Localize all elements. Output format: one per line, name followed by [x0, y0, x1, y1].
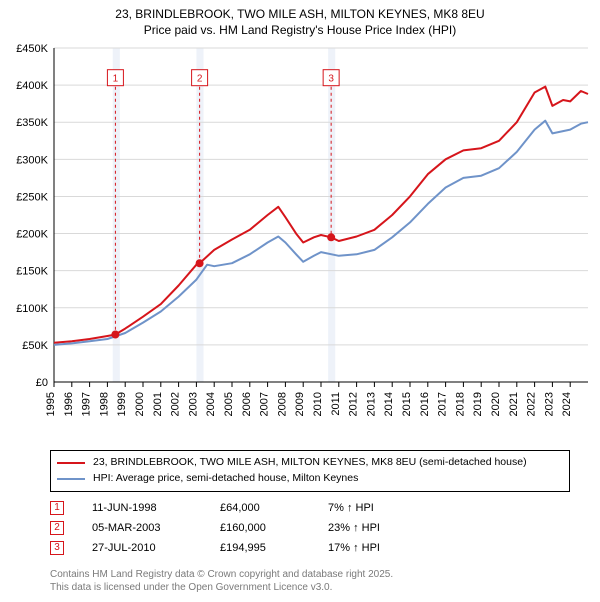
legend-label: 23, BRINDLEBROOK, TWO MILE ASH, MILTON K… [93, 455, 527, 471]
svg-text:£400K: £400K [16, 80, 48, 92]
svg-text:2006: 2006 [241, 392, 253, 416]
svg-text:£250K: £250K [16, 192, 48, 204]
svg-text:2019: 2019 [472, 392, 484, 416]
svg-text:£200K: £200K [16, 229, 48, 241]
sale-marker-icon: 2 [50, 521, 64, 535]
svg-text:2011: 2011 [330, 392, 342, 416]
svg-text:2020: 2020 [490, 392, 502, 416]
svg-text:£350K: £350K [16, 118, 48, 130]
svg-text:£100K: £100K [16, 303, 48, 315]
svg-text:£0: £0 [36, 377, 48, 389]
svg-text:2024: 2024 [561, 392, 573, 416]
sale-date: 27-JUL-2010 [92, 542, 192, 554]
legend-item-price-paid: 23, BRINDLEBROOK, TWO MILE ASH, MILTON K… [57, 455, 563, 471]
legend-swatch [57, 462, 85, 464]
sale-pct: 7% ↑ HPI [328, 502, 428, 514]
legend: 23, BRINDLEBROOK, TWO MILE ASH, MILTON K… [50, 450, 570, 492]
svg-text:2004: 2004 [205, 392, 217, 416]
svg-text:3: 3 [328, 74, 334, 85]
svg-text:2017: 2017 [437, 392, 449, 416]
svg-text:2023: 2023 [543, 392, 555, 416]
svg-text:2013: 2013 [365, 392, 377, 416]
svg-text:2021: 2021 [508, 392, 520, 416]
sale-marker-icon: 1 [50, 501, 64, 515]
svg-text:2014: 2014 [383, 392, 395, 416]
svg-text:2005: 2005 [223, 392, 235, 416]
sales-row: 2 05-MAR-2003 £160,000 23% ↑ HPI [50, 518, 592, 538]
sale-price: £194,995 [220, 542, 300, 554]
svg-text:1995: 1995 [45, 392, 57, 416]
sale-date: 05-MAR-2003 [92, 522, 192, 534]
sale-pct: 17% ↑ HPI [328, 542, 428, 554]
footer-line1: Contains HM Land Registry data © Crown c… [50, 568, 592, 581]
svg-text:2012: 2012 [348, 392, 360, 416]
svg-text:2015: 2015 [401, 392, 413, 416]
svg-text:£300K: £300K [16, 155, 48, 167]
legend-swatch [57, 478, 85, 480]
chart-svg: £0 £50K £100K £150K £200K £250K £300K £350K £400… [8, 42, 592, 442]
footer-line2: This data is licensed under the Open Gov… [50, 581, 592, 594]
svg-text:£450K: £450K [16, 43, 48, 55]
svg-text:2008: 2008 [276, 392, 288, 416]
svg-text:£150K: £150K [16, 266, 48, 278]
svg-text:2001: 2001 [152, 392, 164, 416]
svg-text:1998: 1998 [98, 392, 110, 416]
title-block: 23, BRINDLEBROOK, TWO MILE ASH, MILTON K… [8, 6, 592, 38]
svg-text:2: 2 [197, 74, 203, 85]
svg-text:2009: 2009 [294, 392, 306, 416]
legend-label: HPI: Average price, semi-detached house,… [93, 471, 358, 487]
svg-text:2000: 2000 [134, 392, 146, 416]
svg-text:1997: 1997 [81, 392, 93, 416]
title-line1: 23, BRINDLEBROOK, TWO MILE ASH, MILTON K… [8, 6, 592, 22]
svg-text:1: 1 [113, 74, 119, 85]
sale-price: £160,000 [220, 522, 300, 534]
svg-text:2007: 2007 [259, 392, 271, 416]
svg-text:1999: 1999 [116, 392, 128, 416]
sale-marker-icon: 3 [50, 541, 64, 555]
svg-text:2016: 2016 [419, 392, 431, 416]
sale-date: 11-JUN-1998 [92, 502, 192, 514]
svg-text:2022: 2022 [526, 392, 538, 416]
sale-pct: 23% ↑ HPI [328, 522, 428, 534]
sales-table: 1 11-JUN-1998 £64,000 7% ↑ HPI 2 05-MAR-… [50, 498, 592, 558]
title-line2: Price paid vs. HM Land Registry's House … [8, 22, 592, 38]
sales-row: 1 11-JUN-1998 £64,000 7% ↑ HPI [50, 498, 592, 518]
legend-item-hpi: HPI: Average price, semi-detached house,… [57, 471, 563, 487]
chart: £0 £50K £100K £150K £200K £250K £300K £350K £400… [8, 42, 592, 442]
svg-text:2003: 2003 [187, 392, 199, 416]
svg-text:£50K: £50K [22, 340, 48, 352]
svg-text:2002: 2002 [170, 392, 182, 416]
sales-row: 3 27-JUL-2010 £194,995 17% ↑ HPI [50, 538, 592, 558]
svg-text:1996: 1996 [63, 392, 75, 416]
figure-container: 23, BRINDLEBROOK, TWO MILE ASH, MILTON K… [0, 0, 600, 602]
sale-price: £64,000 [220, 502, 300, 514]
svg-text:2010: 2010 [312, 392, 324, 416]
svg-text:2018: 2018 [454, 392, 466, 416]
